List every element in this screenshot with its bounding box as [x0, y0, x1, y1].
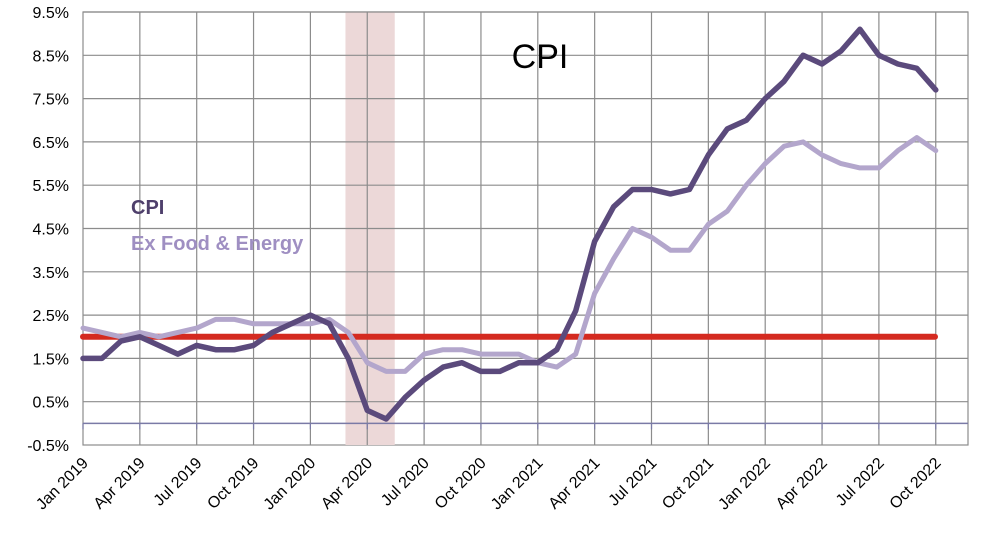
y-tick-label: -0.5%: [27, 438, 69, 455]
y-tick-label: 5.5%: [33, 178, 69, 195]
y-tick-label: 0.5%: [33, 395, 69, 412]
x-tick-label: Apr 2019: [91, 455, 149, 513]
x-tick-label: Apr 2020: [318, 455, 376, 513]
x-tick-label: Jan 2019: [33, 455, 92, 514]
x-tick-label: Jul 2022: [833, 455, 888, 510]
x-tick-label: Apr 2022: [773, 455, 831, 513]
y-tick-label: 6.5%: [33, 135, 69, 152]
x-tick-label: Jul 2021: [606, 455, 661, 510]
y-tick-label: 2.5%: [33, 308, 69, 325]
x-tick-label: Jan 2021: [488, 455, 547, 514]
y-tick-label: 9.5%: [33, 5, 69, 22]
series-lines: [80, 26, 939, 422]
x-tick-label: Oct 2019: [204, 455, 262, 513]
x-tick-label: Oct 2021: [659, 455, 717, 513]
y-tick-label: 8.5%: [33, 48, 69, 65]
chart-title: CPI: [512, 38, 569, 76]
y-tick-label: 7.5%: [33, 92, 69, 109]
y-tick-label: 4.5%: [33, 222, 69, 239]
y-tick-label: 1.5%: [33, 351, 69, 368]
x-tick-label: Jan 2022: [715, 455, 774, 514]
series-line-ex-food-energy: [80, 135, 939, 374]
x-tick-label: Apr 2021: [546, 455, 604, 513]
x-tick-label: Oct 2020: [432, 455, 490, 513]
legend-entry-core: Ex Food & Energy: [131, 233, 304, 255]
y-tick-label: 3.5%: [33, 265, 69, 282]
x-tick-label: Jan 2020: [261, 455, 320, 514]
x-tick-label: Oct 2022: [887, 455, 945, 513]
x-tick-label: Jul 2020: [378, 455, 433, 510]
y-axis-tick-labels: 9.5% 8.5% 7.5% 6.5% 5.5% 4.5% 3.5% 2.5% 1.5% 0.5%…: [27, 5, 69, 455]
x-tick-label: Jul 2019: [151, 455, 206, 510]
legend-entry-cpi: CPI: [131, 197, 164, 219]
series-line-cpi: [80, 26, 939, 422]
